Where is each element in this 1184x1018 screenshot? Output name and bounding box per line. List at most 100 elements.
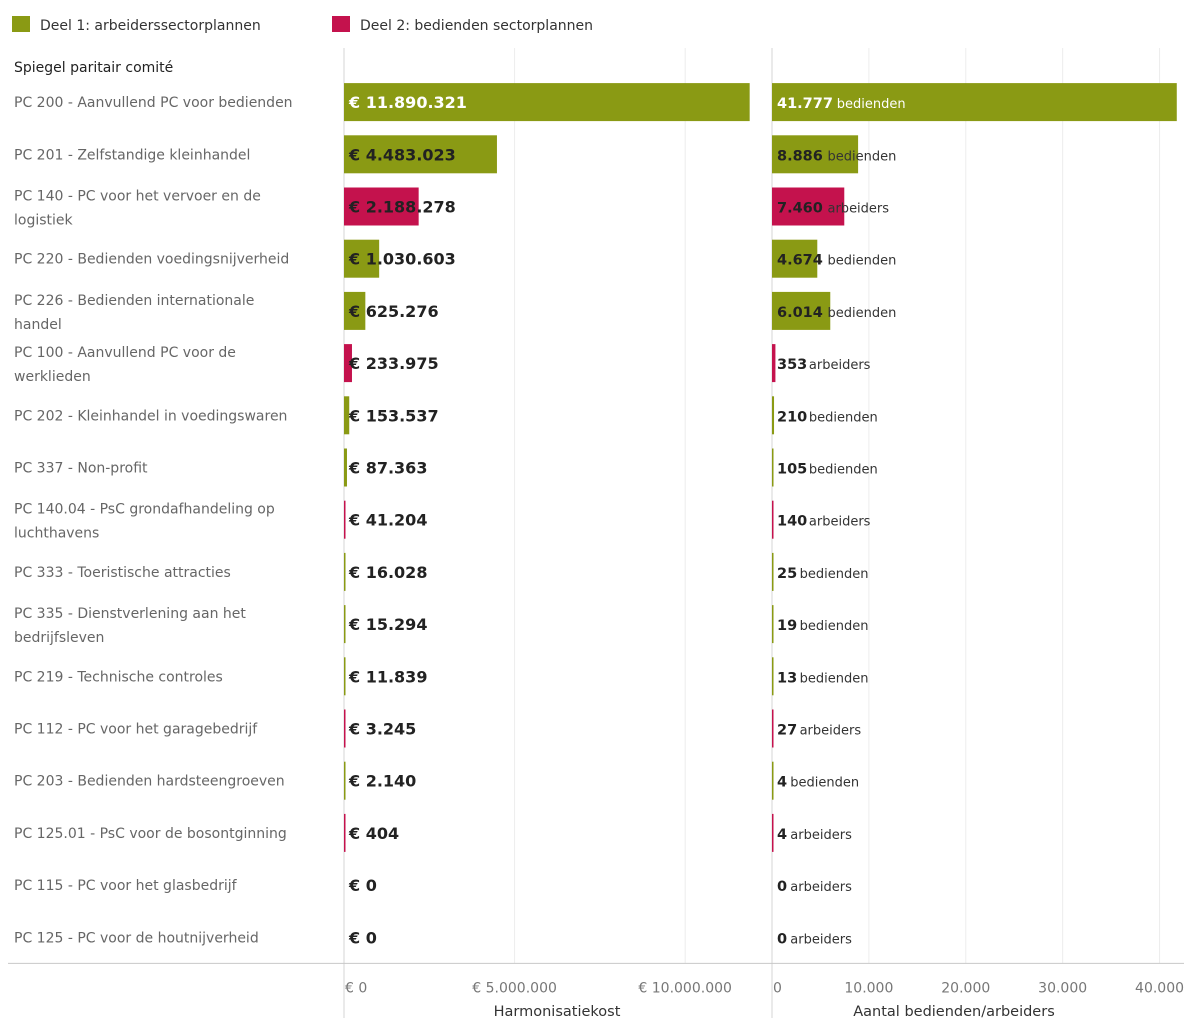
data-label: 4.674 [777, 253, 823, 269]
data-label: € 4.483.023 [348, 145, 456, 164]
bar-harmonisatiekost-pc-201-zel [344, 135, 497, 174]
data-label: 19 [777, 618, 797, 634]
row-label: PC 200 - Aanvullend PC voor bedienden [14, 95, 293, 111]
bar-aantal-pc-226-bed [772, 291, 831, 330]
data-label: 4 [777, 775, 787, 791]
data-label: € 2.140 [348, 772, 416, 791]
data-label: 13 [777, 670, 797, 686]
bar-aantal-pc-112-pc- [772, 709, 774, 748]
x-tick-label: € 5.000.000 [472, 980, 557, 996]
bar-aantal-pc-201-zel [772, 135, 859, 174]
row-label: handel [14, 317, 62, 333]
legend-label-deel-1: Deel 1: arbeiderssectorplannen [40, 18, 261, 34]
row-label: PC 125 - PC voor de houtnijverheid [14, 930, 259, 946]
data-label-unit: bedienden [809, 410, 878, 425]
bar-aantal-pc-140-pc- [772, 187, 845, 226]
row-label: PC 140.04 - PsC grondafhandeling op [14, 502, 275, 518]
data-label-unit: bedienden [800, 567, 869, 582]
x-tick-label: € 0 [345, 980, 367, 996]
legend-label-deel-2: Deel 2: bedienden sectorplannen [360, 18, 593, 34]
bar-harmonisatiekost-pc-112-pc- [344, 709, 346, 748]
bar-aantal-pc-140-04- [772, 500, 774, 539]
bar-harmonisatiekost-pc-333-toe [344, 552, 346, 591]
data-label-unit: bedienden [800, 619, 869, 634]
data-label: € 233.975 [348, 354, 439, 373]
bar-harmonisatiekost-pc-335-die [344, 605, 346, 644]
data-label: 4 [777, 827, 787, 843]
data-label-unit: bedienden [828, 306, 897, 321]
data-label: 0 [777, 931, 787, 947]
x-tick-label: 40.000 [1135, 980, 1184, 996]
row-label: PC 335 - Dienstverlening aan het [14, 606, 246, 622]
data-label: 0 [777, 879, 787, 895]
row-label: bedrijfsleven [14, 630, 104, 646]
data-label-unit: arbeiders [790, 828, 852, 843]
data-label: € 11.890.321 [348, 93, 467, 112]
legend-item-deel-2[interactable]: Deel 2: bedienden sectorplannen [332, 16, 593, 34]
data-label: € 41.204 [348, 511, 427, 530]
bar-harmonisatiekost-pc-100-aan [344, 344, 352, 383]
data-label: 7.460 [777, 201, 823, 217]
row-label: PC 226 - Bedienden internationale [14, 293, 254, 309]
bar-harmonisatiekost-pc-202-kle [344, 396, 350, 435]
data-label: € 3.245 [348, 720, 416, 739]
row-header: Spiegel paritair comité [14, 60, 173, 76]
data-label: 25 [777, 566, 797, 582]
data-label: 353 [777, 357, 807, 373]
bar-aantal-pc-335-die [772, 605, 774, 644]
data-label: € 0 [348, 928, 377, 947]
data-label-unit: arbeiders [790, 880, 852, 895]
data-label: 210 [777, 409, 807, 425]
legend: Deel 1: arbeiderssectorplannen Deel 2: b… [12, 16, 593, 34]
bar-aantal-pc-200-aan [772, 83, 1177, 122]
x-axis-title: Aantal bedienden/arbeiders [853, 1004, 1055, 1018]
bar-aantal-pc-125-01- [772, 813, 774, 852]
row-label: PC 201 - Zelfstandige kleinhandel [14, 147, 250, 163]
data-label-unit: arbeiders [828, 202, 890, 217]
plot-area: € 0 € 5.000.000 € 10.000.000 Harmonisatieko… [8, 48, 1184, 1018]
bar-harmonisatiekost-pc-220-bed [344, 239, 380, 278]
data-label: 41.777 [777, 96, 833, 112]
bar-harmonisatiekost-pc-219-tec [344, 657, 346, 696]
bar-harmonisatiekost-pc-140-pc- [344, 187, 419, 226]
bar-aantal-pc-333-toe [772, 552, 774, 591]
row-label: PC 125.01 - PsC voor de bosontginning [14, 826, 287, 842]
row-label: luchthavens [14, 526, 99, 542]
data-label-unit: bedienden [837, 97, 906, 112]
data-label-unit: arbeiders [809, 515, 871, 530]
row-label: werklieden [14, 369, 91, 385]
data-label-unit: bedienden [828, 149, 897, 164]
bar-harmonisatiekost-pc-337-non [344, 448, 347, 487]
row-label: PC 219 - Technische controles [14, 669, 223, 685]
data-label: 140 [777, 514, 807, 530]
x-tick-label: 30.000 [1038, 980, 1087, 996]
data-label-unit: arbeiders [800, 724, 862, 739]
bar-aantal-pc-219-tec [772, 657, 774, 696]
row-label: PC 115 - PC voor het glasbedrijf [14, 878, 238, 894]
bar-harmonisatiekost-pc-203-bed [344, 761, 346, 800]
row-label: PC 220 - Bedienden voedingsnijverheid [14, 252, 289, 268]
row-label: PC 140 - PC voor het vervoer en de [14, 189, 261, 205]
data-label: 105 [777, 462, 807, 478]
data-label-unit: arbeiders [790, 932, 852, 947]
data-label-unit: bedienden [790, 776, 859, 791]
x-tick-label: € 10.000.000 [638, 980, 732, 996]
data-label: € 625.276 [348, 302, 439, 321]
row-label: logistiek [14, 213, 74, 229]
x-tick-label: 10.000 [844, 980, 893, 996]
x-axis-title: Harmonisatiekost [494, 1004, 621, 1018]
data-label: € 15.294 [348, 615, 427, 634]
data-label: 6.014 [777, 305, 823, 321]
data-label: € 1.030.603 [348, 250, 456, 269]
bar-harmonisatiekost-pc-140-04- [344, 500, 346, 539]
legend-item-deel-1[interactable]: Deel 1: arbeiderssectorplannen [12, 16, 261, 34]
bar-aantal-pc-202-kle [772, 396, 775, 435]
row-label: PC 203 - Bedienden hardsteengroeven [14, 774, 285, 790]
bar-harmonisatiekost-pc-125-01- [344, 813, 346, 852]
data-label: 8.886 [777, 148, 823, 164]
legend-swatch-deel-2 [332, 16, 350, 32]
bar-aantal-pc-220-bed [772, 239, 818, 278]
data-label: € 404 [348, 824, 399, 843]
data-label: € 87.363 [348, 459, 427, 478]
data-label-unit: bedienden [828, 254, 897, 269]
